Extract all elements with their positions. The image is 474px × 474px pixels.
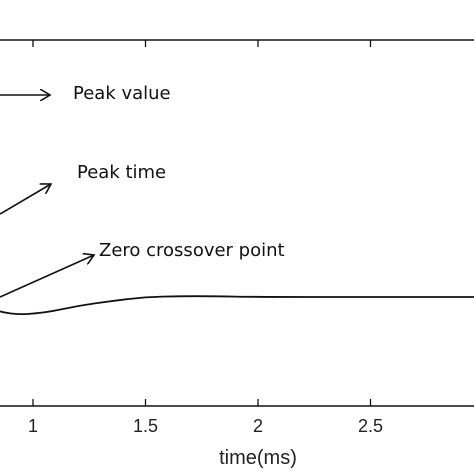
peak-time-arrow xyxy=(0,184,51,215)
annotation-peak-value: Peak value xyxy=(0,83,171,104)
x-axis-ticks: 1 1.5 2 2.5 xyxy=(28,40,383,436)
response-curve xyxy=(0,295,474,316)
x-tick-label: 1.5 xyxy=(133,416,158,436)
peak-value-label: Peak value xyxy=(73,83,171,104)
x-tick-label: 2 xyxy=(253,416,263,436)
x-tick-label: 1 xyxy=(28,416,38,436)
x-axis-title: time(ms) xyxy=(219,447,297,469)
annotation-peak-time: Peak time xyxy=(0,162,166,215)
plot-frame xyxy=(0,39,474,407)
annotation-zero-crossover: Zero crossover point xyxy=(0,240,285,298)
zero-crossover-arrow xyxy=(0,255,94,298)
zero-crossover-label: Zero crossover point xyxy=(99,240,285,261)
x-tick-label: 2.5 xyxy=(358,416,383,436)
peak-time-label: Peak time xyxy=(77,162,166,183)
series-layer xyxy=(0,295,474,316)
